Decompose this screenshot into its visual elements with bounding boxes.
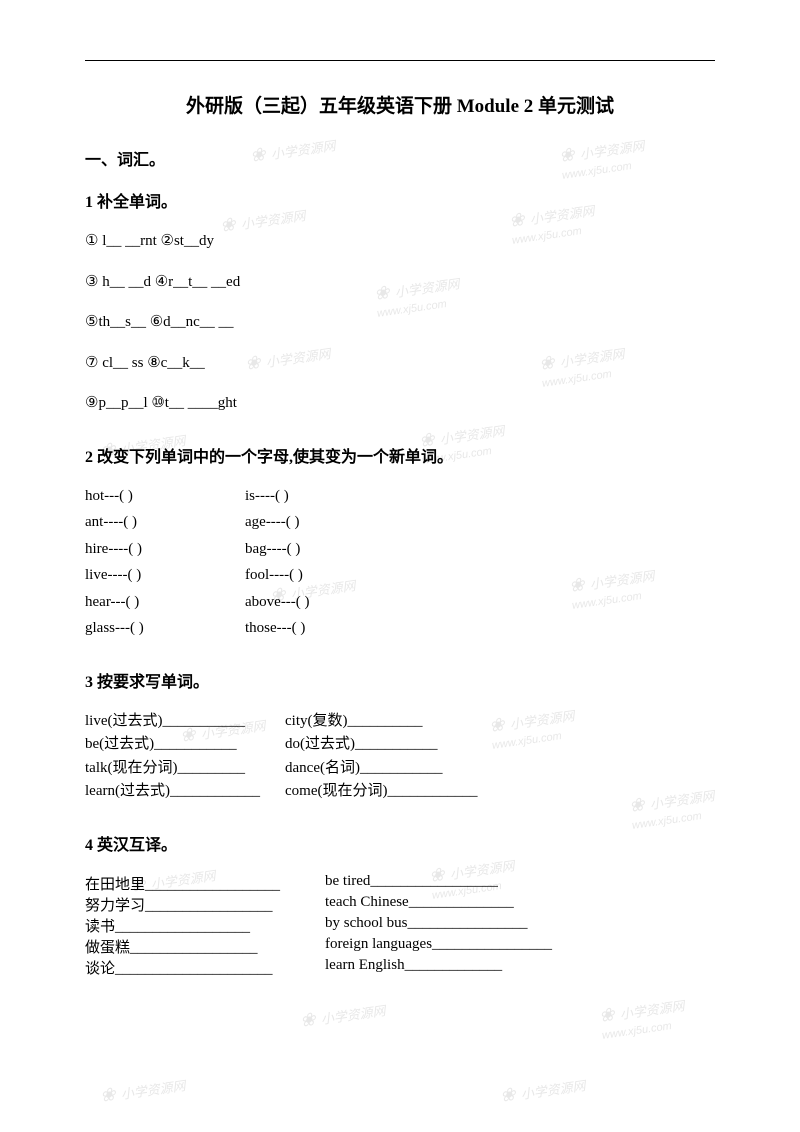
word-change-right: those---( ): [245, 617, 715, 640]
sub3-rows: live(过去式)___________city(复数)__________be…: [85, 710, 715, 803]
watermark: ❀ 小学资源网: [99, 1074, 187, 1107]
translate-right: foreign languages________________: [325, 936, 715, 957]
word-require-right: come(现在分词)____________: [285, 780, 715, 803]
word-change-left: glass---( ): [85, 617, 245, 640]
word-require-row: talk(现在分词)_________dance(名词)___________: [85, 757, 715, 780]
word-change-left: hear---( ): [85, 591, 245, 614]
sub2-heading: 2 改变下列单词中的一个字母,使其变为一个新单词。: [85, 443, 715, 467]
sub4-rows: 在田地里__________________be tired__________…: [85, 873, 715, 978]
translate-left: 做蛋糕_________________: [85, 936, 325, 957]
word-change-right: fool----( ): [245, 564, 715, 587]
word-change-row: hire----( )bag----( ): [85, 538, 715, 561]
word-require-left: talk(现在分词)_________: [85, 757, 285, 780]
translate-row: 在田地里__________________be tired__________…: [85, 873, 715, 894]
word-change-row: hear---( )above---( ): [85, 591, 715, 614]
word-change-right: is----( ): [245, 485, 715, 508]
word-change-left: hot---( ): [85, 485, 245, 508]
page-title: 外研版（三起）五年级英语下册 Module 2 单元测试: [85, 91, 715, 118]
word-require-right: city(复数)__________: [285, 710, 715, 733]
word-change-left: ant----( ): [85, 511, 245, 534]
translate-left: 努力学习_________________: [85, 894, 325, 915]
translate-right: learn English_____________: [325, 957, 715, 978]
word-require-right: dance(名词)___________: [285, 757, 715, 780]
watermark: ❀ 小学资源网: [499, 1074, 587, 1107]
word-require-row: live(过去式)___________city(复数)__________: [85, 710, 715, 733]
translate-right: be tired_________________: [325, 873, 715, 894]
word-change-left: hire----( ): [85, 538, 245, 561]
word-change-left: live----( ): [85, 564, 245, 587]
translate-left: 在田地里__________________: [85, 873, 325, 894]
translate-right: teach Chinese______________: [325, 894, 715, 915]
word-require-right: do(过去式)___________: [285, 733, 715, 756]
translate-right: by school bus________________: [325, 915, 715, 936]
word-require-left: be(过去式)___________: [85, 733, 285, 756]
word-change-right: bag----( ): [245, 538, 715, 561]
word-change-row: hot---( )is----( ): [85, 485, 715, 508]
sub1-heading: 1 补全单词。: [85, 188, 715, 212]
translate-left: 读书__________________: [85, 915, 325, 936]
translate-row: 努力学习_________________teach Chinese______…: [85, 894, 715, 915]
sub1-line3: ⑤th__s__ ⑥d__nc__ __: [85, 311, 715, 334]
word-require-left: learn(过去式)____________: [85, 780, 285, 803]
word-require-left: live(过去式)___________: [85, 710, 285, 733]
sub1-line5: ⑨p__p__l ⑩t__ ____ght: [85, 392, 715, 415]
sub2-rows: hot---( )is----( )ant----( )age----( )hi…: [85, 485, 715, 640]
watermark: ❀ 小学资源网www.xj5u.com: [598, 994, 688, 1042]
word-change-right: above---( ): [245, 591, 715, 614]
translate-row: 做蛋糕_________________foreign languages___…: [85, 936, 715, 957]
top-divider: [85, 60, 715, 61]
section1-heading: 一、词汇。: [85, 146, 715, 170]
sub4-heading: 4 英汉互译。: [85, 831, 715, 855]
sub3-heading: 3 按要求写单词。: [85, 668, 715, 692]
word-change-right: age----( ): [245, 511, 715, 534]
translate-row: 读书__________________by school bus_______…: [85, 915, 715, 936]
translate-row: 谈论_____________________learn English____…: [85, 957, 715, 978]
sub1-line4: ⑦ cl__ ss ⑧c__k__: [85, 352, 715, 375]
sub1-line1: ① l__ __rnt ②st__dy: [85, 230, 715, 253]
word-change-row: glass---( )those---( ): [85, 617, 715, 640]
translate-left: 谈论_____________________: [85, 957, 325, 978]
word-change-row: live----( )fool----( ): [85, 564, 715, 587]
word-change-row: ant----( )age----( ): [85, 511, 715, 534]
sub1-line2: ③ h__ __d ④r__t__ __ed: [85, 271, 715, 294]
word-require-row: learn(过去式)____________come(现在分词)________…: [85, 780, 715, 803]
watermark: ❀ 小学资源网: [299, 999, 387, 1032]
word-require-row: be(过去式)___________do(过去式)___________: [85, 733, 715, 756]
